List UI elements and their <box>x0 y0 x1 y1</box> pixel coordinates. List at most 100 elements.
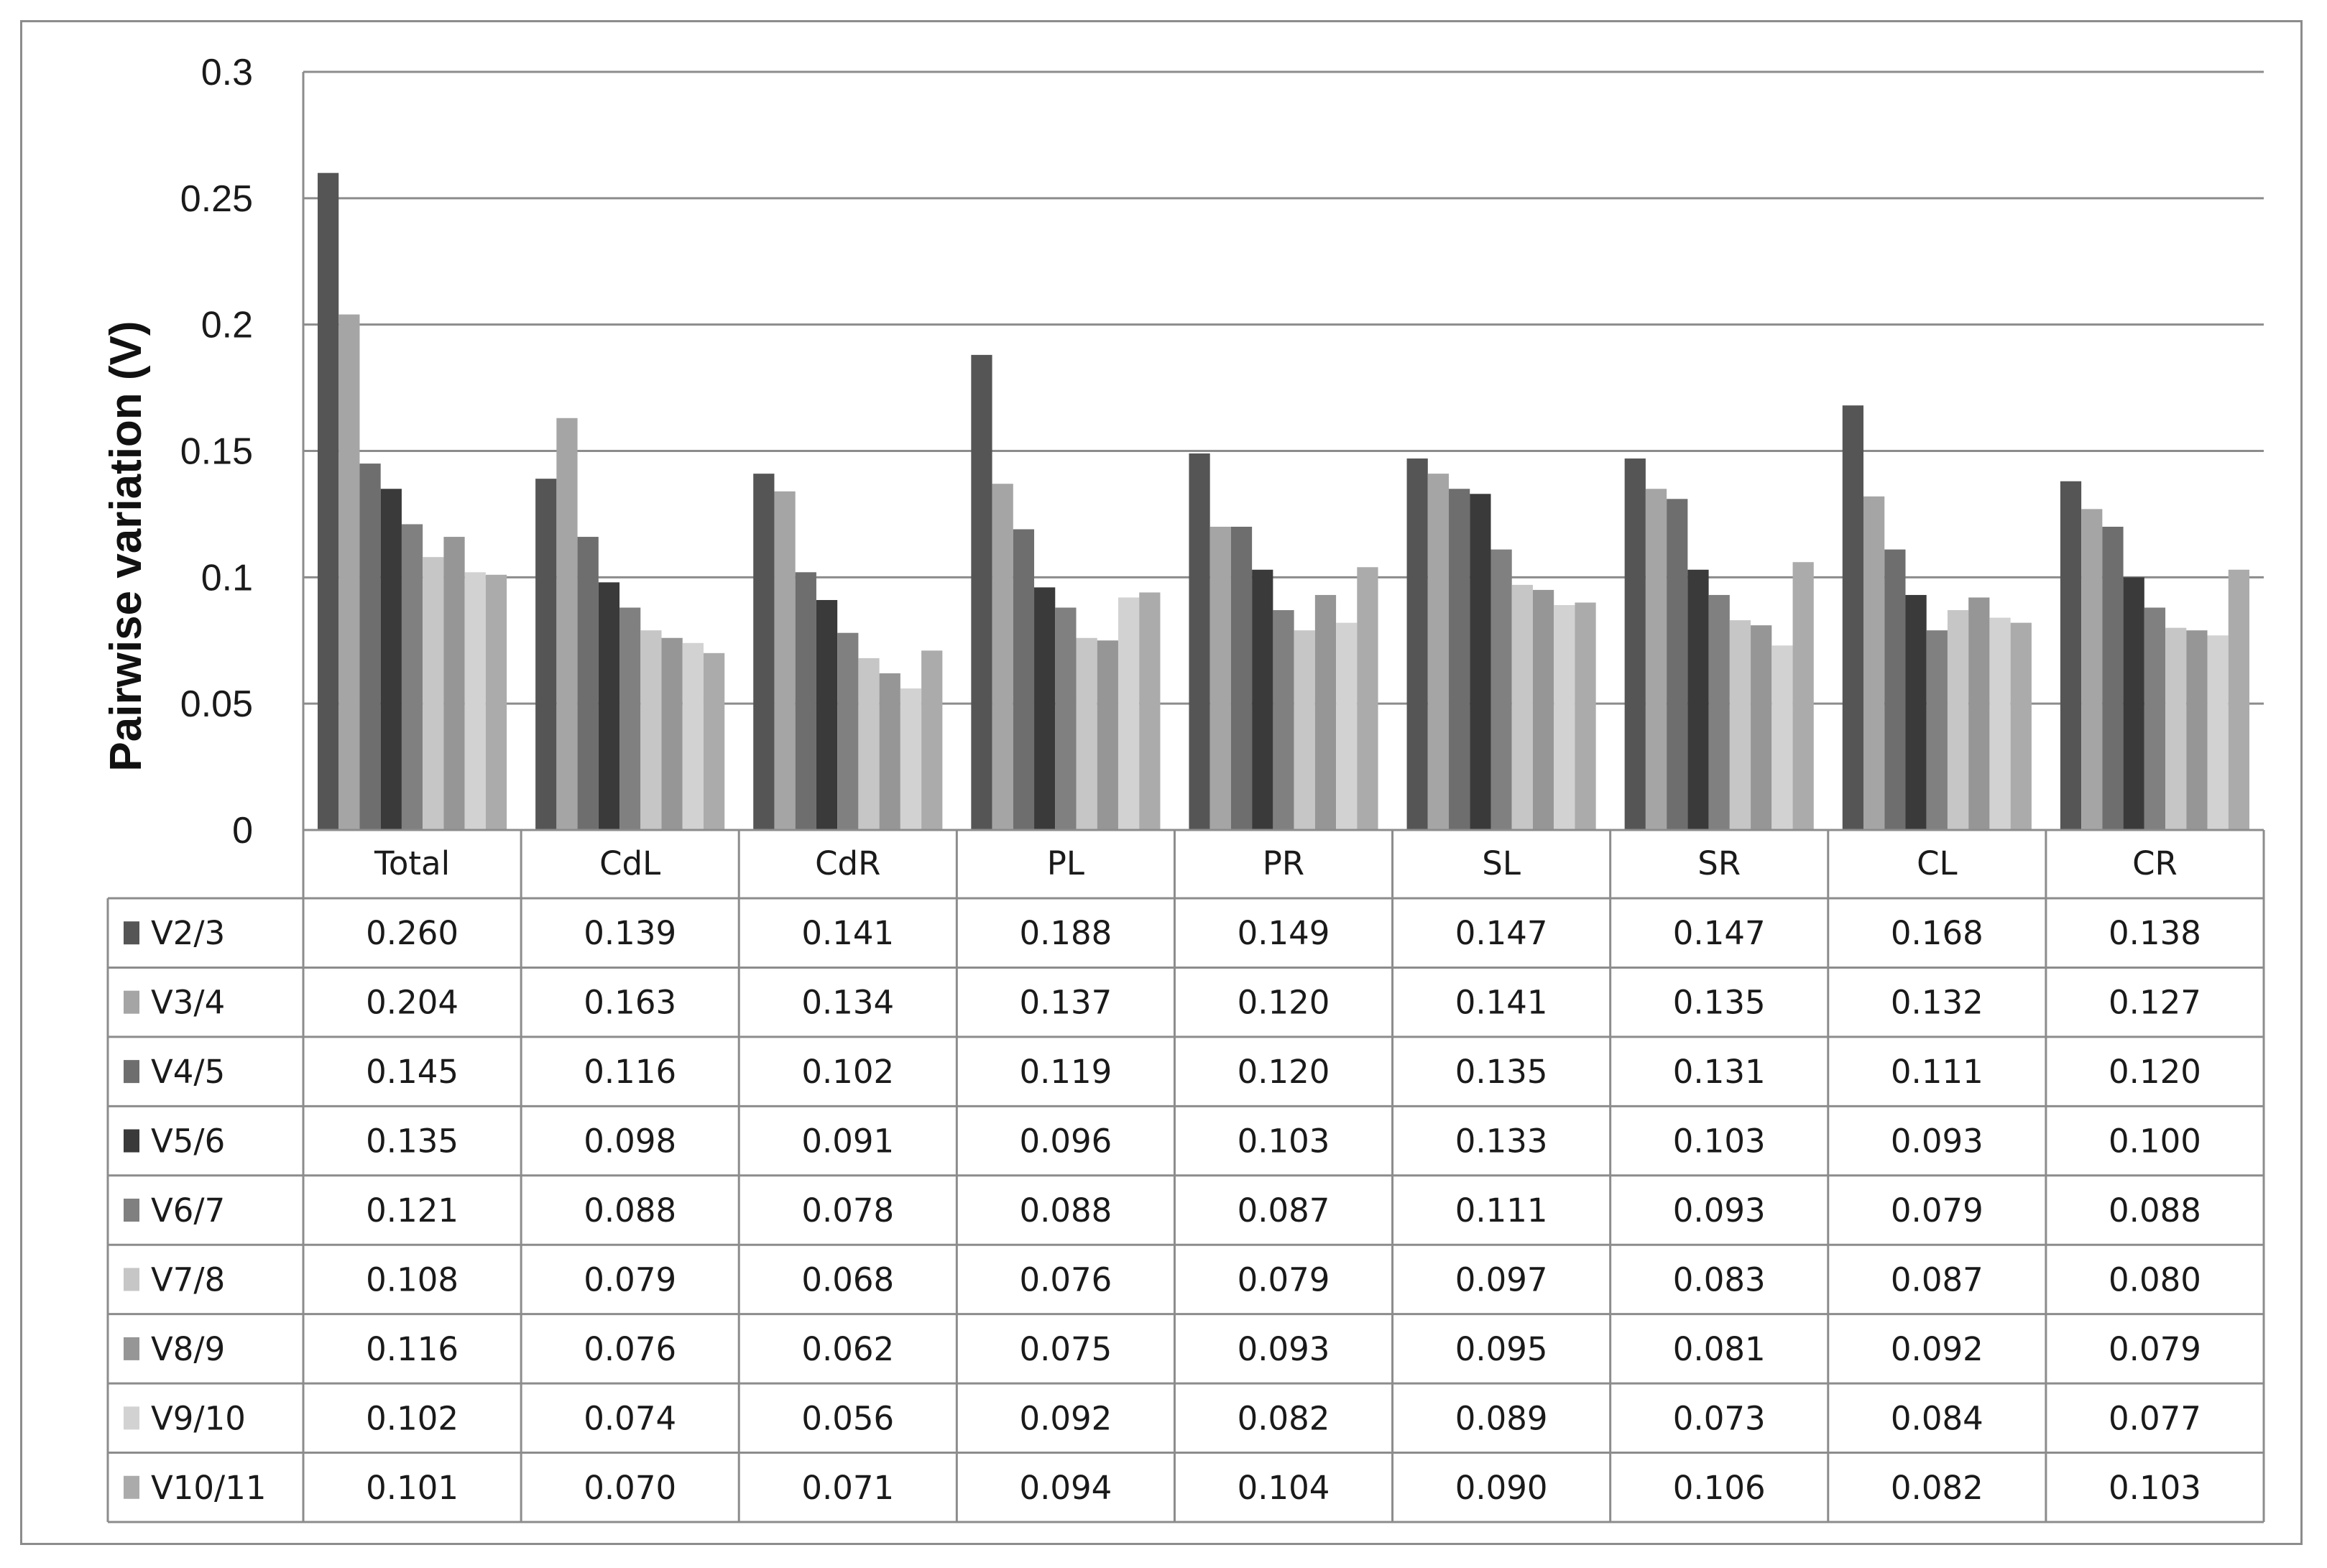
bar-v7-8-sr <box>1729 620 1751 830</box>
table-cell: 0.056 <box>801 1399 894 1437</box>
bar-v3-4-cl <box>1863 496 1885 830</box>
table-cell: 0.093 <box>1673 1191 1766 1230</box>
table-cell: 0.088 <box>584 1191 676 1230</box>
bar-v3-4-pl <box>992 484 1013 830</box>
legend-label: V9/10 <box>151 1399 246 1437</box>
table-cell: 0.077 <box>2109 1399 2201 1437</box>
table-cell: 0.188 <box>1019 914 1112 952</box>
y-axis-title: Pairwise variation (V) <box>101 320 151 771</box>
y-tick-label: 0.1 <box>201 557 253 599</box>
bar-v7-8-pr <box>1294 630 1315 830</box>
bar-v5-6-sl <box>1470 494 1491 830</box>
bar-v6-7-cr <box>2144 607 2166 830</box>
bar-v10-11-cr <box>2228 569 2249 830</box>
bars <box>318 172 2249 831</box>
legend-label: V2/3 <box>151 914 225 952</box>
bar-v5-6-cdl <box>598 582 620 830</box>
table-cell: 0.121 <box>366 1191 459 1230</box>
table-cell: 0.103 <box>2109 1469 2201 1507</box>
bar-v8-9-cl <box>1968 597 1990 830</box>
table-cell: 0.102 <box>801 1053 894 1091</box>
bar-v10-11-sl <box>1575 602 1596 830</box>
bar-v8-9-cdr <box>879 673 900 830</box>
table-cell: 0.079 <box>1238 1260 1330 1299</box>
table-cell: 0.138 <box>2109 914 2201 952</box>
table-cell: 0.098 <box>584 1122 676 1161</box>
legend-key <box>124 1475 139 1499</box>
bar-v8-9-cr <box>2186 630 2208 830</box>
table-cell: 0.102 <box>366 1399 459 1437</box>
bar-v5-6-pr <box>1252 569 1273 830</box>
table-cell: 0.095 <box>1455 1330 1548 1368</box>
bar-v2-3-sr <box>1624 458 1646 830</box>
bar-v5-6-cr <box>2123 577 2144 830</box>
bar-v3-4-total <box>338 314 360 831</box>
category-label: SL <box>1482 844 1521 882</box>
legend-key <box>124 1406 139 1430</box>
table-cell: 0.135 <box>366 1122 459 1161</box>
table-cell: 0.108 <box>366 1260 459 1299</box>
table-cell: 0.092 <box>1019 1399 1112 1437</box>
bar-v10-11-pr <box>1357 567 1378 830</box>
bar-v5-6-sr <box>1687 569 1709 830</box>
bar-v4-5-pl <box>1013 529 1035 830</box>
table-cell: 0.106 <box>1673 1469 1766 1507</box>
bar-v3-4-cdr <box>774 491 796 830</box>
bar-v7-8-cdl <box>640 630 662 830</box>
bar-v6-7-cl <box>1926 630 1948 830</box>
y-tick-label: 0 <box>232 810 253 852</box>
table-cell: 0.119 <box>1019 1053 1112 1091</box>
bar-v6-7-cdl <box>619 607 641 830</box>
table-cell: 0.141 <box>1455 984 1548 1022</box>
table-cell: 0.087 <box>1238 1191 1330 1230</box>
table-cell: 0.132 <box>1891 984 1983 1022</box>
bar-v4-5-cdr <box>795 572 816 830</box>
bar-v6-7-sl <box>1490 549 1512 830</box>
bar-v4-5-cl <box>1884 549 1906 830</box>
category-label: PL <box>1047 844 1084 882</box>
y-tick-label: 0.15 <box>180 431 253 473</box>
table-cell: 0.076 <box>584 1330 676 1368</box>
bar-v7-8-pl <box>1076 637 1097 830</box>
bar-v6-7-pl <box>1055 607 1077 830</box>
legend-key <box>124 990 139 1014</box>
bar-v3-4-sl <box>1427 474 1450 830</box>
category-label: PR <box>1263 844 1304 882</box>
bar-v5-6-total <box>380 489 402 830</box>
bar-v7-8-cr <box>2165 627 2187 830</box>
table-cell: 0.071 <box>801 1469 894 1507</box>
bar-v3-4-pr <box>1209 527 1231 830</box>
table-cell: 0.111 <box>1891 1053 1983 1091</box>
table-cell: 0.083 <box>1673 1260 1766 1299</box>
table-cell: 0.135 <box>1673 984 1766 1022</box>
table-cell: 0.116 <box>366 1330 459 1368</box>
bar-v3-4-cdl <box>556 418 578 830</box>
bar-v10-11-cl <box>2010 622 2032 830</box>
table-cell: 0.087 <box>1891 1260 1983 1299</box>
table-cell: 0.104 <box>1238 1469 1330 1507</box>
table-cell: 0.120 <box>1238 984 1330 1022</box>
legend-key <box>124 1129 139 1153</box>
table-cell: 0.111 <box>1455 1191 1548 1230</box>
bar-v5-6-cdr <box>816 599 838 830</box>
table-cell: 0.120 <box>1238 1053 1330 1091</box>
bar-v9-10-cdr <box>900 688 922 830</box>
table-cell: 0.089 <box>1455 1399 1548 1437</box>
table-cell: 0.090 <box>1455 1469 1548 1507</box>
category-label: SR <box>1697 844 1741 882</box>
bar-v9-10-sl <box>1554 605 1575 830</box>
bar-v3-4-cr <box>2081 509 2103 830</box>
table-cell: 0.091 <box>801 1122 894 1161</box>
category-label: Total <box>374 844 450 882</box>
bar-v7-8-total <box>423 557 444 830</box>
bar-v2-3-cl <box>1842 405 1864 830</box>
bar-v9-10-pl <box>1118 597 1140 830</box>
table-cell: 0.062 <box>801 1330 894 1368</box>
table-cell: 0.133 <box>1455 1122 1548 1161</box>
table-cell: 0.101 <box>366 1469 459 1507</box>
legend-key <box>124 1337 139 1360</box>
table-cell: 0.204 <box>366 984 459 1022</box>
bar-v9-10-cr <box>2207 635 2229 830</box>
table-cell: 0.131 <box>1673 1053 1766 1091</box>
bar-v2-3-pr <box>1189 453 1210 830</box>
